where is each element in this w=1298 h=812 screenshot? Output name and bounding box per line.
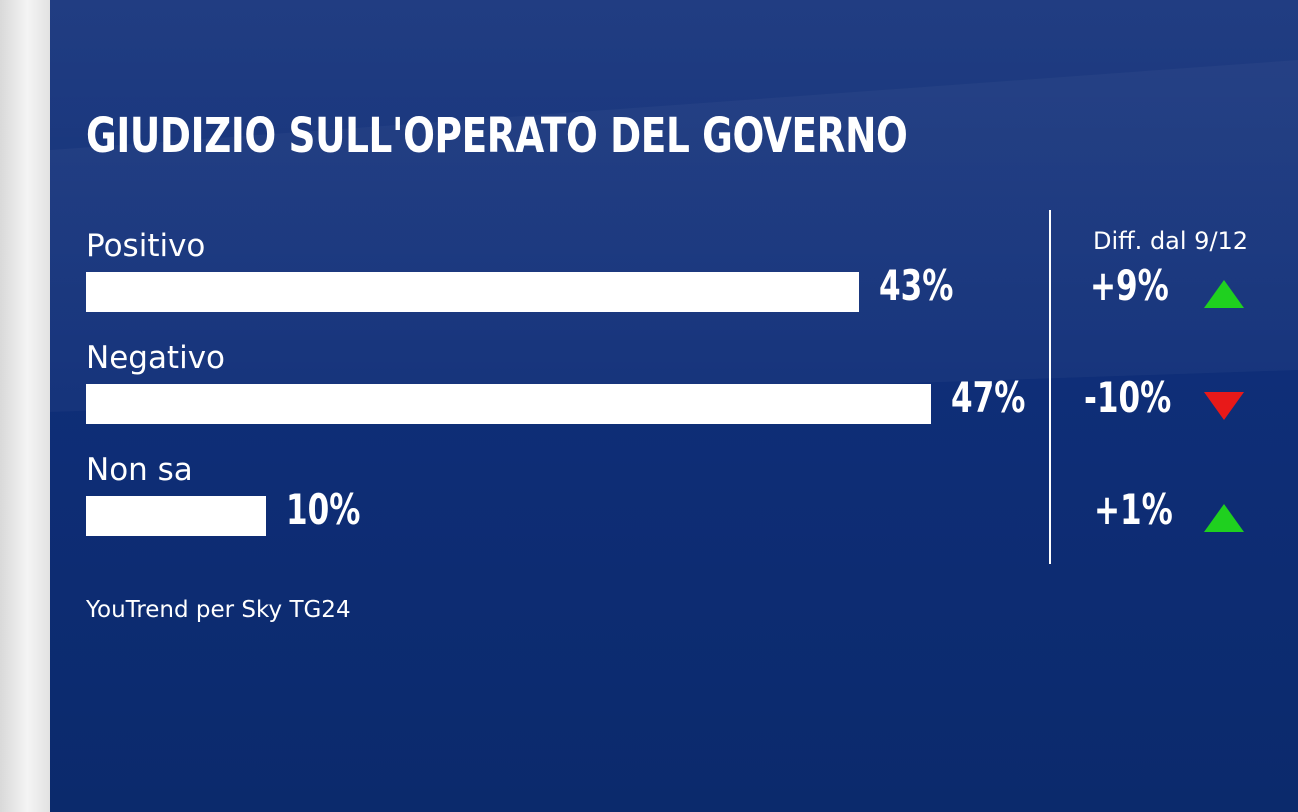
- column-divider: [1049, 210, 1051, 564]
- category-label-negativo: Negativo: [86, 340, 226, 376]
- value-label-negativo: 47%: [951, 373, 1026, 422]
- bar-non-sa: [86, 496, 266, 536]
- diff-value-positivo: +9%: [1090, 261, 1169, 310]
- bar-negativo: [86, 384, 931, 424]
- value-label-positivo: 43%: [879, 261, 954, 310]
- triangle-up-icon: [1204, 280, 1244, 308]
- diff-value-negativo: -10%: [1084, 373, 1172, 422]
- diff-header: Diff. dal 9/12: [1093, 227, 1249, 255]
- chart-title: GIUDIZIO SULL'OPERATO DEL GOVERNO: [86, 108, 908, 164]
- triangle-up-icon: [1204, 504, 1244, 532]
- left-margin-strip: [0, 0, 50, 812]
- value-label-non-sa: 10%: [286, 485, 361, 534]
- triangle-down-icon: [1204, 392, 1244, 420]
- diff-value-non-sa: +1%: [1094, 485, 1173, 534]
- category-label-non-sa: Non sa: [86, 452, 193, 488]
- category-label-positivo: Positivo: [86, 228, 206, 264]
- bar-positivo: [86, 272, 859, 312]
- source-label: YouTrend per Sky TG24: [86, 597, 351, 623]
